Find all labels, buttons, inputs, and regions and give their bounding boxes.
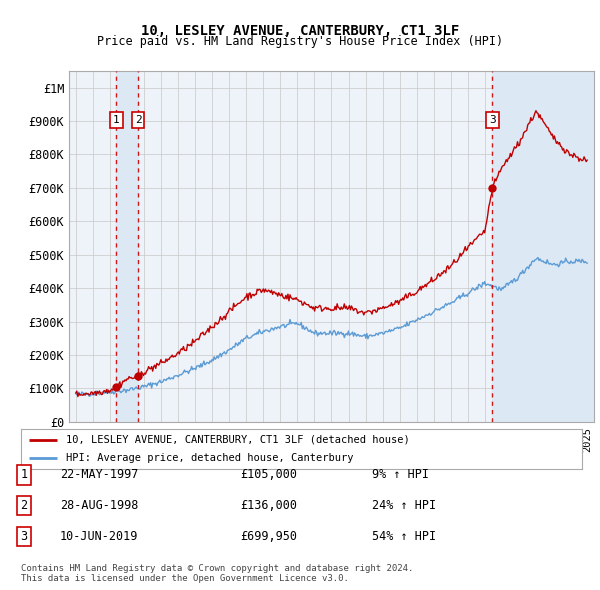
Text: £136,000: £136,000 [240,499,297,512]
Text: 3: 3 [20,530,28,543]
Text: 10, LESLEY AVENUE, CANTERBURY, CT1 3LF: 10, LESLEY AVENUE, CANTERBURY, CT1 3LF [141,24,459,38]
Text: 3: 3 [489,115,496,125]
Text: £105,000: £105,000 [240,468,297,481]
Text: £699,950: £699,950 [240,530,297,543]
Bar [116,71,138,422]
Text: Contains HM Land Registry data © Crown copyright and database right 2024.
This d: Contains HM Land Registry data © Crown c… [21,563,413,583]
Text: 1: 1 [20,468,28,481]
Text: 54% ↑ HPI: 54% ↑ HPI [372,530,436,543]
Text: 2: 2 [20,499,28,512]
Text: 10-JUN-2019: 10-JUN-2019 [60,530,139,543]
Text: 28-AUG-1998: 28-AUG-1998 [60,499,139,512]
Bar [493,71,594,422]
Text: 1: 1 [113,115,120,125]
Text: 9% ↑ HPI: 9% ↑ HPI [372,468,429,481]
Text: 24% ↑ HPI: 24% ↑ HPI [372,499,436,512]
Text: 2: 2 [134,115,142,125]
Text: HPI: Average price, detached house, Canterbury: HPI: Average price, detached house, Cant… [66,453,353,463]
Text: 22-MAY-1997: 22-MAY-1997 [60,468,139,481]
Text: 10, LESLEY AVENUE, CANTERBURY, CT1 3LF (detached house): 10, LESLEY AVENUE, CANTERBURY, CT1 3LF (… [66,435,410,445]
Text: Price paid vs. HM Land Registry's House Price Index (HPI): Price paid vs. HM Land Registry's House … [97,35,503,48]
